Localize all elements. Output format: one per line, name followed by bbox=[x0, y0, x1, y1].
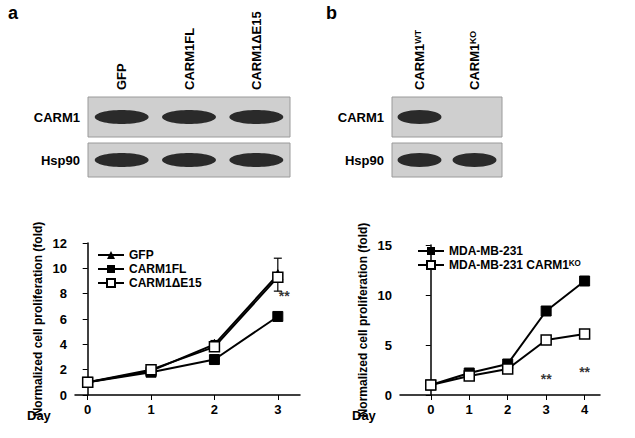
svg-text:CARM1ΔE15: CARM1ΔE15 bbox=[249, 11, 264, 90]
svg-text:CARM1FL: CARM1FL bbox=[129, 262, 186, 276]
svg-text:CARM1ᵂᵀ: CARM1ᵂᵀ bbox=[412, 30, 427, 90]
svg-text:b: b bbox=[326, 3, 337, 23]
svg-text:CARM1ᴷᴼ: CARM1ᴷᴼ bbox=[467, 31, 482, 90]
svg-text:0: 0 bbox=[84, 402, 91, 417]
svg-text:Normalized cell proliferation: Normalized cell proliferation (fold) bbox=[31, 222, 45, 417]
svg-text:CARM1FL: CARM1FL bbox=[182, 28, 197, 90]
svg-text:1: 1 bbox=[147, 402, 154, 417]
svg-text:**: ** bbox=[579, 364, 590, 380]
svg-text:Hsp90: Hsp90 bbox=[41, 153, 80, 168]
svg-text:10: 10 bbox=[378, 288, 392, 303]
svg-text:a: a bbox=[8, 3, 19, 23]
svg-text:15: 15 bbox=[378, 238, 392, 253]
svg-text:1: 1 bbox=[466, 402, 473, 417]
svg-text:2: 2 bbox=[60, 362, 67, 377]
svg-text:**: ** bbox=[279, 288, 290, 304]
svg-text:4: 4 bbox=[60, 337, 68, 352]
svg-text:GFP: GFP bbox=[114, 63, 129, 90]
svg-text:0: 0 bbox=[385, 388, 392, 403]
svg-text:2: 2 bbox=[211, 402, 218, 417]
svg-text:MDA-MB-231: MDA-MB-231 bbox=[449, 244, 523, 258]
svg-text:Hsp90: Hsp90 bbox=[345, 153, 384, 168]
svg-text:Normalized cell proliferation: Normalized cell proliferation (fold) bbox=[356, 223, 370, 418]
svg-text:CARM1: CARM1 bbox=[34, 110, 80, 125]
svg-text:CARM1: CARM1 bbox=[338, 110, 384, 125]
svg-text:6: 6 bbox=[60, 312, 67, 327]
svg-text:3: 3 bbox=[274, 402, 281, 417]
svg-text:4: 4 bbox=[581, 402, 589, 417]
svg-text:**: ** bbox=[541, 371, 552, 387]
svg-text:5: 5 bbox=[385, 338, 392, 353]
svg-text:3: 3 bbox=[543, 402, 550, 417]
svg-text:8: 8 bbox=[60, 286, 67, 301]
svg-text:CARM1ΔE15: CARM1ΔE15 bbox=[129, 276, 202, 290]
svg-text:GFP: GFP bbox=[129, 248, 154, 262]
svg-text:10: 10 bbox=[53, 261, 67, 276]
svg-text:MDA-MB-231 CARM1ᴷᴼ: MDA-MB-231 CARM1ᴷᴼ bbox=[449, 258, 581, 272]
svg-text:0: 0 bbox=[60, 388, 67, 403]
svg-text:12: 12 bbox=[53, 236, 67, 251]
svg-text:2: 2 bbox=[504, 402, 511, 417]
svg-text:0: 0 bbox=[427, 402, 434, 417]
